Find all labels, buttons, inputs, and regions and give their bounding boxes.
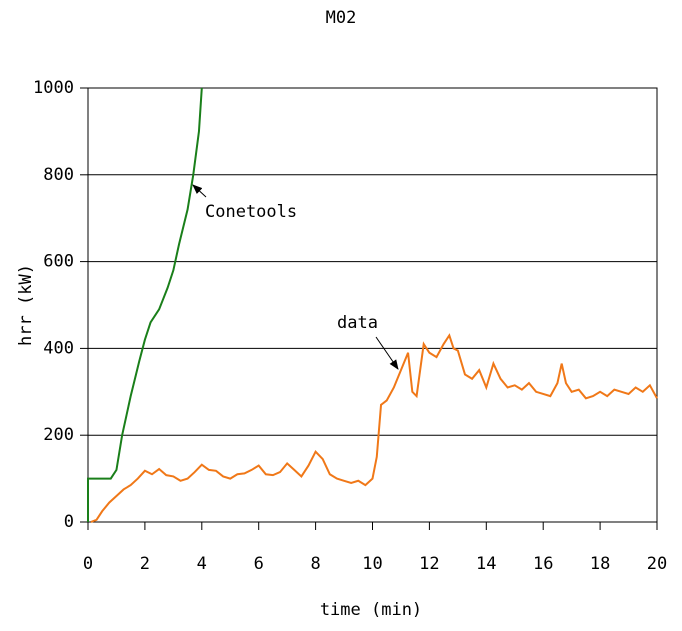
x-tick-label: 12 xyxy=(419,554,439,574)
x-axis-label: time (min) xyxy=(320,600,422,620)
y-tick-label: 600 xyxy=(43,252,74,272)
x-tick-label: 8 xyxy=(310,554,320,574)
x-tick-label: 20 xyxy=(647,554,667,574)
plot-frame xyxy=(87,87,658,523)
annotation-arrow xyxy=(192,184,207,198)
x-tick-label: 4 xyxy=(197,554,207,574)
y-tick-label: 0 xyxy=(64,512,74,532)
annotation-arrow xyxy=(375,336,399,370)
x-tick-label: 18 xyxy=(590,554,610,574)
x-tick-label: 2 xyxy=(140,554,150,574)
y-tick-label: 400 xyxy=(43,338,74,358)
x-tick-label: 14 xyxy=(476,554,496,574)
y-axis-label: hrr (kW) xyxy=(16,264,36,346)
series-line xyxy=(90,333,658,523)
chart-title: M02 xyxy=(326,8,357,28)
x-tick-label: 10 xyxy=(362,554,382,574)
annotation: Conetools xyxy=(205,202,297,222)
y-tick-label: 800 xyxy=(43,165,74,185)
x-tick-label: 6 xyxy=(254,554,264,574)
y-tick-label: 200 xyxy=(43,425,74,445)
x-tick-label: 0 xyxy=(83,554,93,574)
x-tick-label: 16 xyxy=(533,554,553,574)
series-line xyxy=(87,87,203,522)
annotation: data xyxy=(337,313,378,333)
y-tick-label: 1000 xyxy=(33,78,74,98)
